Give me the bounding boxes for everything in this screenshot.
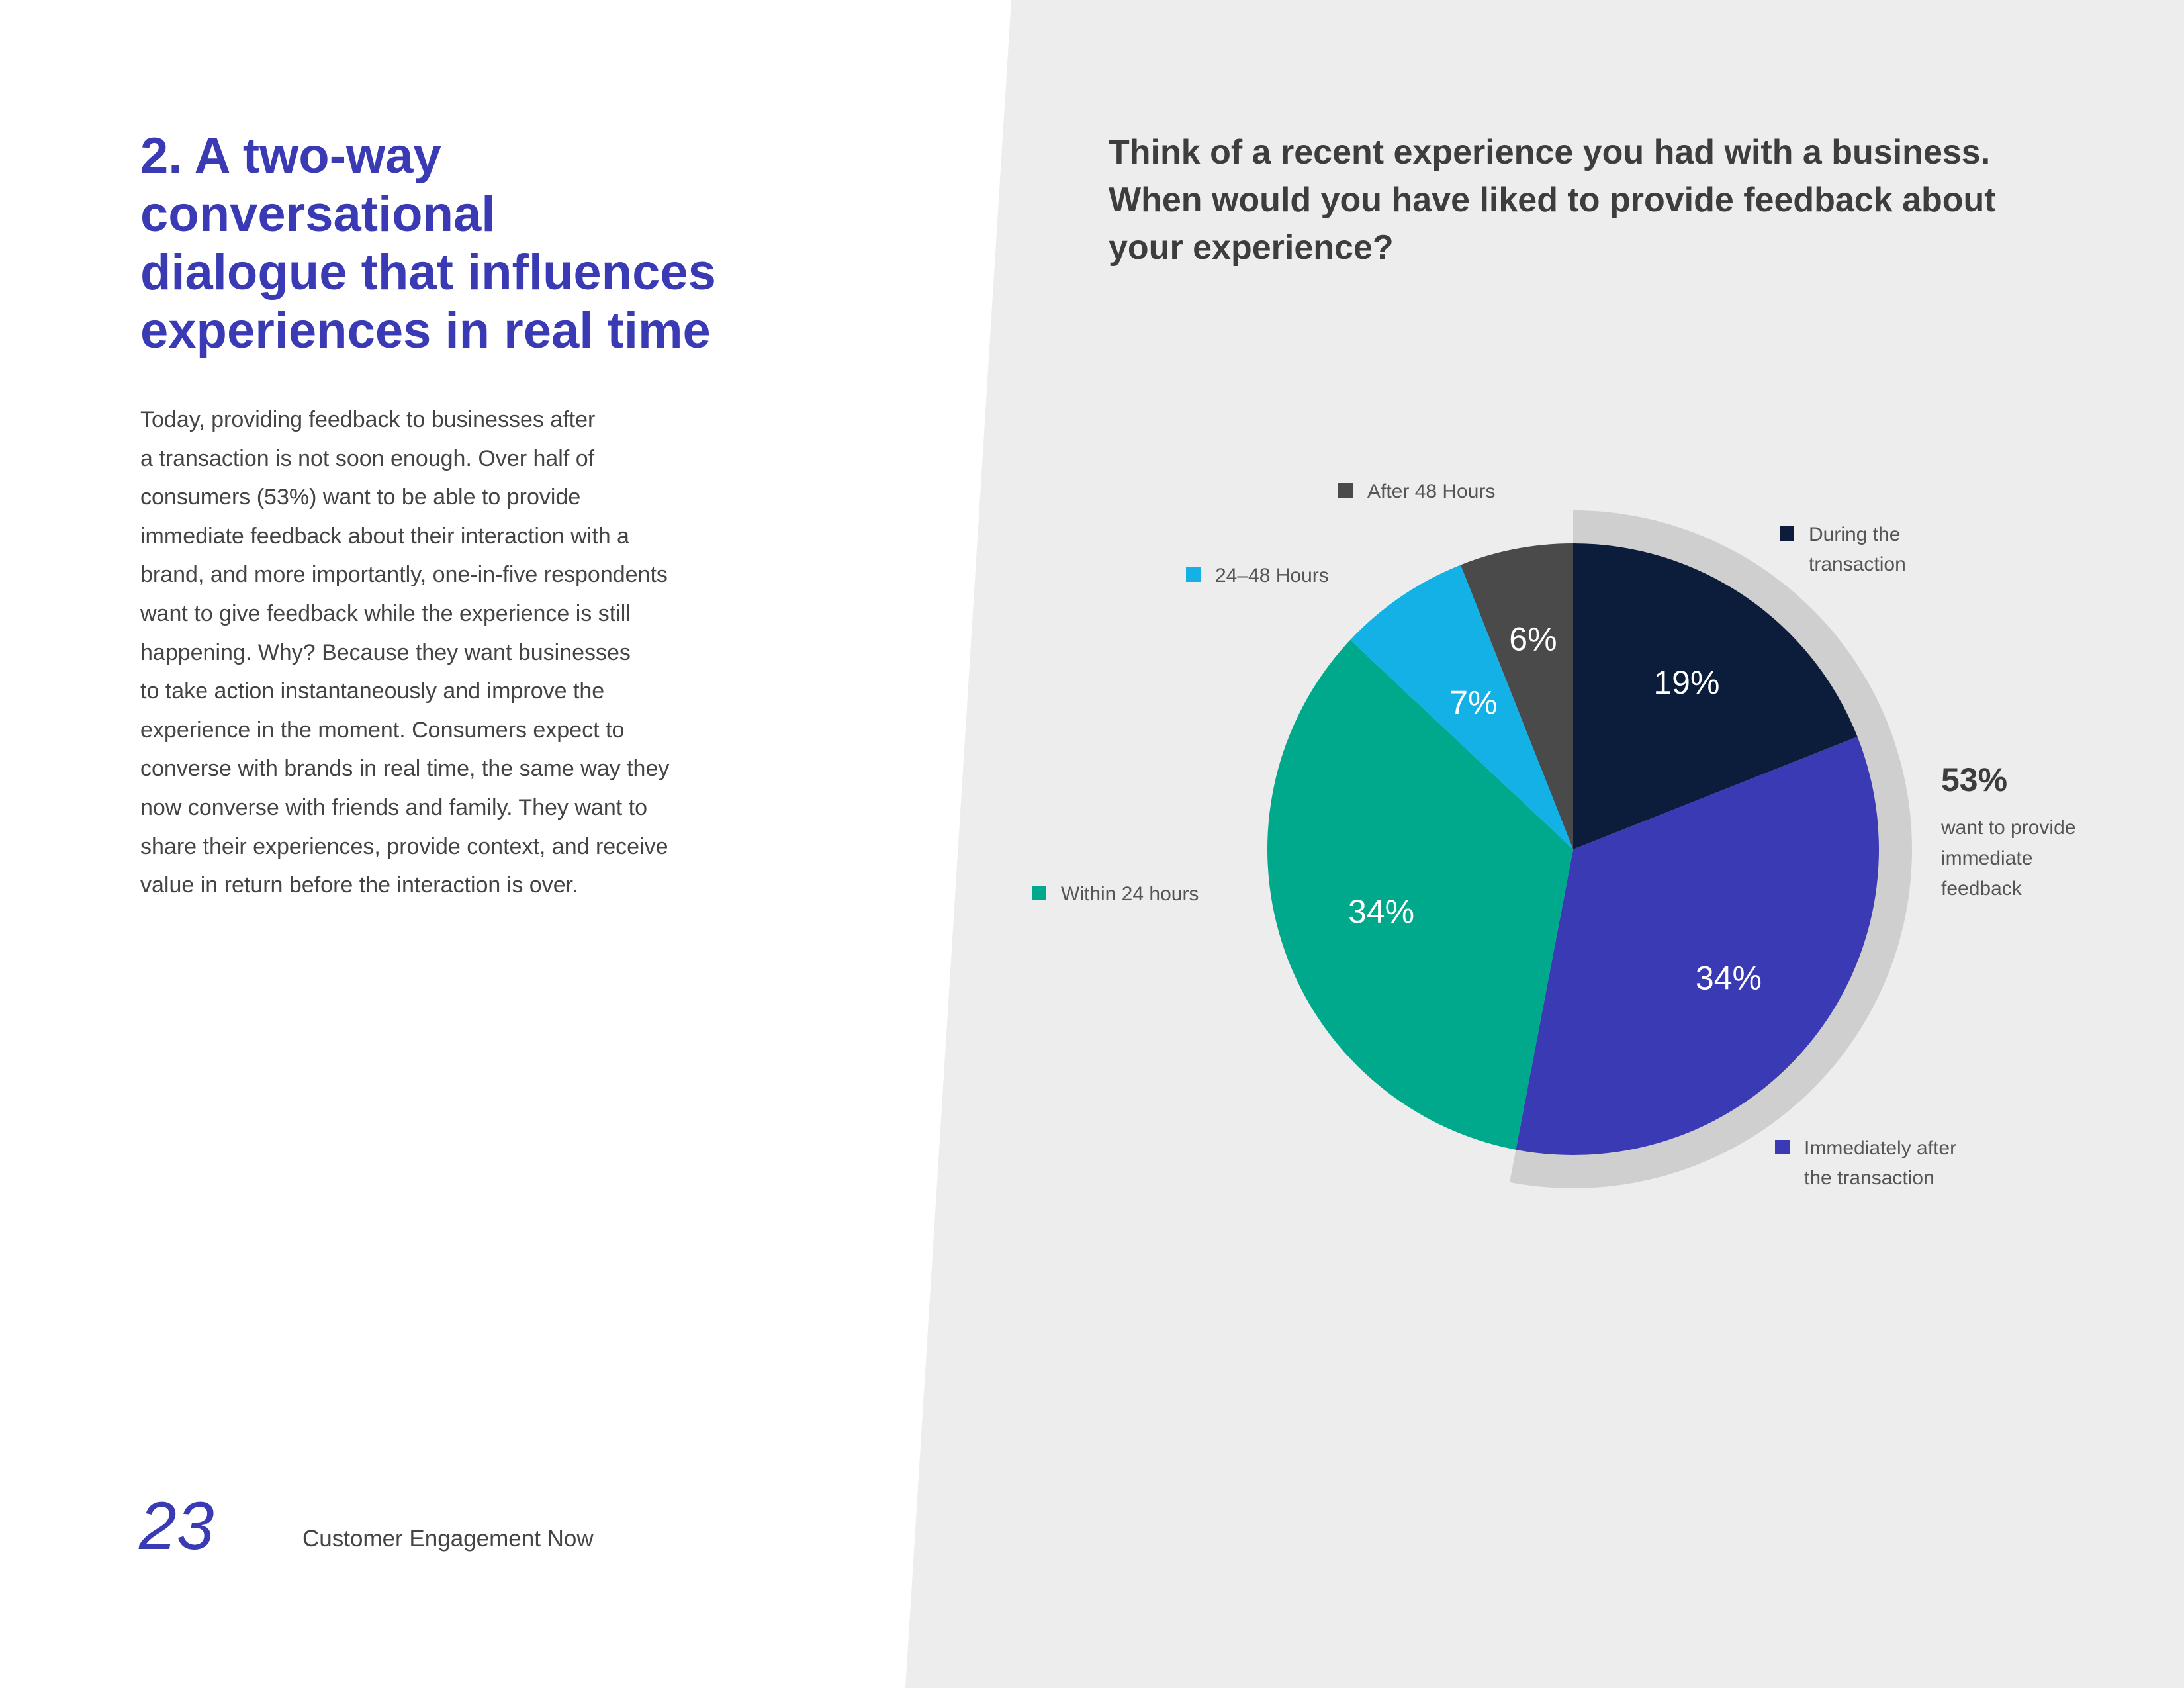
body-line: share their experiences, provide context… [140, 833, 668, 859]
legend-label: Within 24 hours [1061, 883, 1199, 905]
legend-label: After 48 Hours [1367, 481, 1495, 502]
legend-swatch [1186, 567, 1201, 582]
pie-slice [1350, 565, 1573, 849]
callout-text: feedback [1941, 878, 2023, 900]
callout: 53% want to provide immediate feedback [1940, 761, 2075, 900]
body-line: value in return before the interaction i… [140, 872, 578, 898]
body-line: immediate feedback about their interacti… [140, 523, 629, 549]
body-line: happening. Why? Because they want busine… [140, 639, 631, 665]
legend-label: During the [1809, 524, 1900, 545]
legend-item: Within 24 hours [1032, 883, 1199, 905]
body-line: now converse with friends and family. Th… [140, 794, 647, 820]
page-number: 23 [139, 1488, 214, 1564]
legend-swatch [1032, 886, 1046, 900]
legend-item: After 48 Hours [1338, 481, 1495, 502]
slice-label: 34% [1348, 893, 1414, 930]
body-line: experience in the moment. Consumers expe… [140, 717, 625, 743]
legend-item: Immediately after the transaction [1775, 1137, 1956, 1189]
pie-slice [1573, 543, 1858, 849]
heading-line: conversational [140, 186, 496, 242]
legend-swatch [1338, 483, 1353, 498]
slice-label: 34% [1696, 959, 1762, 996]
legend-label: Immediately after [1804, 1137, 1956, 1159]
body-line: Today, providing feedback to businesses … [140, 407, 596, 432]
legend-item: 24–48 Hours [1186, 565, 1329, 586]
heading-line: experiences in real time [140, 303, 711, 359]
legend-label: transaction [1809, 553, 1906, 575]
chart-title-line: When would you have liked to provide fee… [1109, 181, 1996, 219]
callout-text: want to provide [1940, 817, 2075, 839]
body-line: brand, and more importantly, one-in-five… [140, 562, 668, 588]
slice-label: 19% [1653, 664, 1719, 701]
legend-label: the transaction [1804, 1167, 1934, 1189]
pie-slices [1267, 543, 1879, 1155]
callout-value: 53% [1941, 761, 2007, 798]
callout-text: immediate [1941, 847, 2032, 869]
slice-label: 7% [1449, 684, 1497, 721]
body-line: want to give feedback while the experien… [140, 600, 631, 626]
slice-label: 6% [1509, 620, 1557, 657]
slice-labels: 19% 34% 34% 7% 6% [1348, 620, 1762, 996]
legend-item: During the transaction [1780, 524, 1906, 575]
pie-slice [1516, 736, 1879, 1155]
chart-title-line: your experience? [1109, 228, 1394, 267]
chart-title: Think of a recent experience you had wit… [1109, 128, 2101, 271]
legend-swatch [1780, 526, 1794, 541]
legend-label: 24–48 Hours [1215, 565, 1329, 586]
legend-swatch [1775, 1140, 1790, 1154]
body-line: a transaction is not soon enough. Over h… [140, 445, 595, 471]
pie-slice [1267, 639, 1573, 1150]
section-heading: 2. A two-way conversational dialogue tha… [140, 127, 802, 360]
legend: During the transaction Immediately after th… [1032, 481, 1956, 1189]
pie-slice [1460, 543, 1573, 849]
publication-title: Customer Engagement Now [302, 1526, 594, 1552]
heading-line: dialogue that influences [140, 244, 716, 301]
heading-line: 2. A two-way [140, 128, 441, 184]
body-paragraph: Today, providing feedback to businesses … [140, 400, 802, 905]
body-line: to take action instantaneously and impro… [140, 679, 605, 704]
chart-title-line: Think of a recent experience you had wit… [1109, 133, 1991, 171]
body-line: consumers (53%) want to be able to provi… [140, 485, 581, 510]
body-line: converse with brands in real time, the s… [140, 756, 670, 782]
